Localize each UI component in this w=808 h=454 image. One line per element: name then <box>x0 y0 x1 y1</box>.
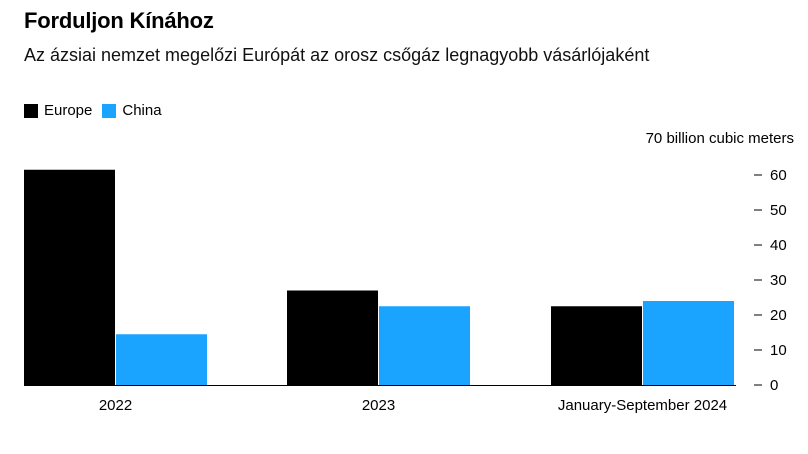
bar-china-2 <box>643 301 734 385</box>
bar-europe-2 <box>551 306 642 385</box>
bar-china-0 <box>116 334 207 385</box>
y-tick-label: 50 <box>770 202 787 219</box>
y-tick-label: 30 <box>770 272 787 289</box>
legend-label-europe: Europe <box>44 102 93 119</box>
y-axis-unit-label: 70 billion cubic meters <box>645 130 794 147</box>
x-tick-label: 2023 <box>362 397 395 414</box>
x-tick-label: 2022 <box>99 397 132 414</box>
legend-swatch-europe <box>24 103 38 118</box>
legend-item-europe: Europe <box>24 102 92 119</box>
bar-europe-0 <box>24 169 115 385</box>
y-tick-label: 60 <box>770 167 787 184</box>
y-tick-label: 20 <box>770 307 787 324</box>
legend-swatch-china <box>102 103 117 118</box>
legend-item-china: China <box>102 102 162 119</box>
legend-label-china: China <box>122 102 162 119</box>
y-tick-label: 40 <box>770 237 787 254</box>
chart-title: Forduljon Kínához <box>24 8 214 33</box>
chart-subtitle: Az ázsiai nemzet megelőzi Európát az oro… <box>24 45 650 65</box>
bar-china-1 <box>379 306 470 385</box>
legend: Europe China <box>24 102 172 119</box>
bar-europe-1 <box>287 290 378 385</box>
y-tick-label: 0 <box>770 377 778 394</box>
x-tick-label: January-September 2024 <box>558 397 727 414</box>
y-tick-label: 10 <box>770 342 787 359</box>
